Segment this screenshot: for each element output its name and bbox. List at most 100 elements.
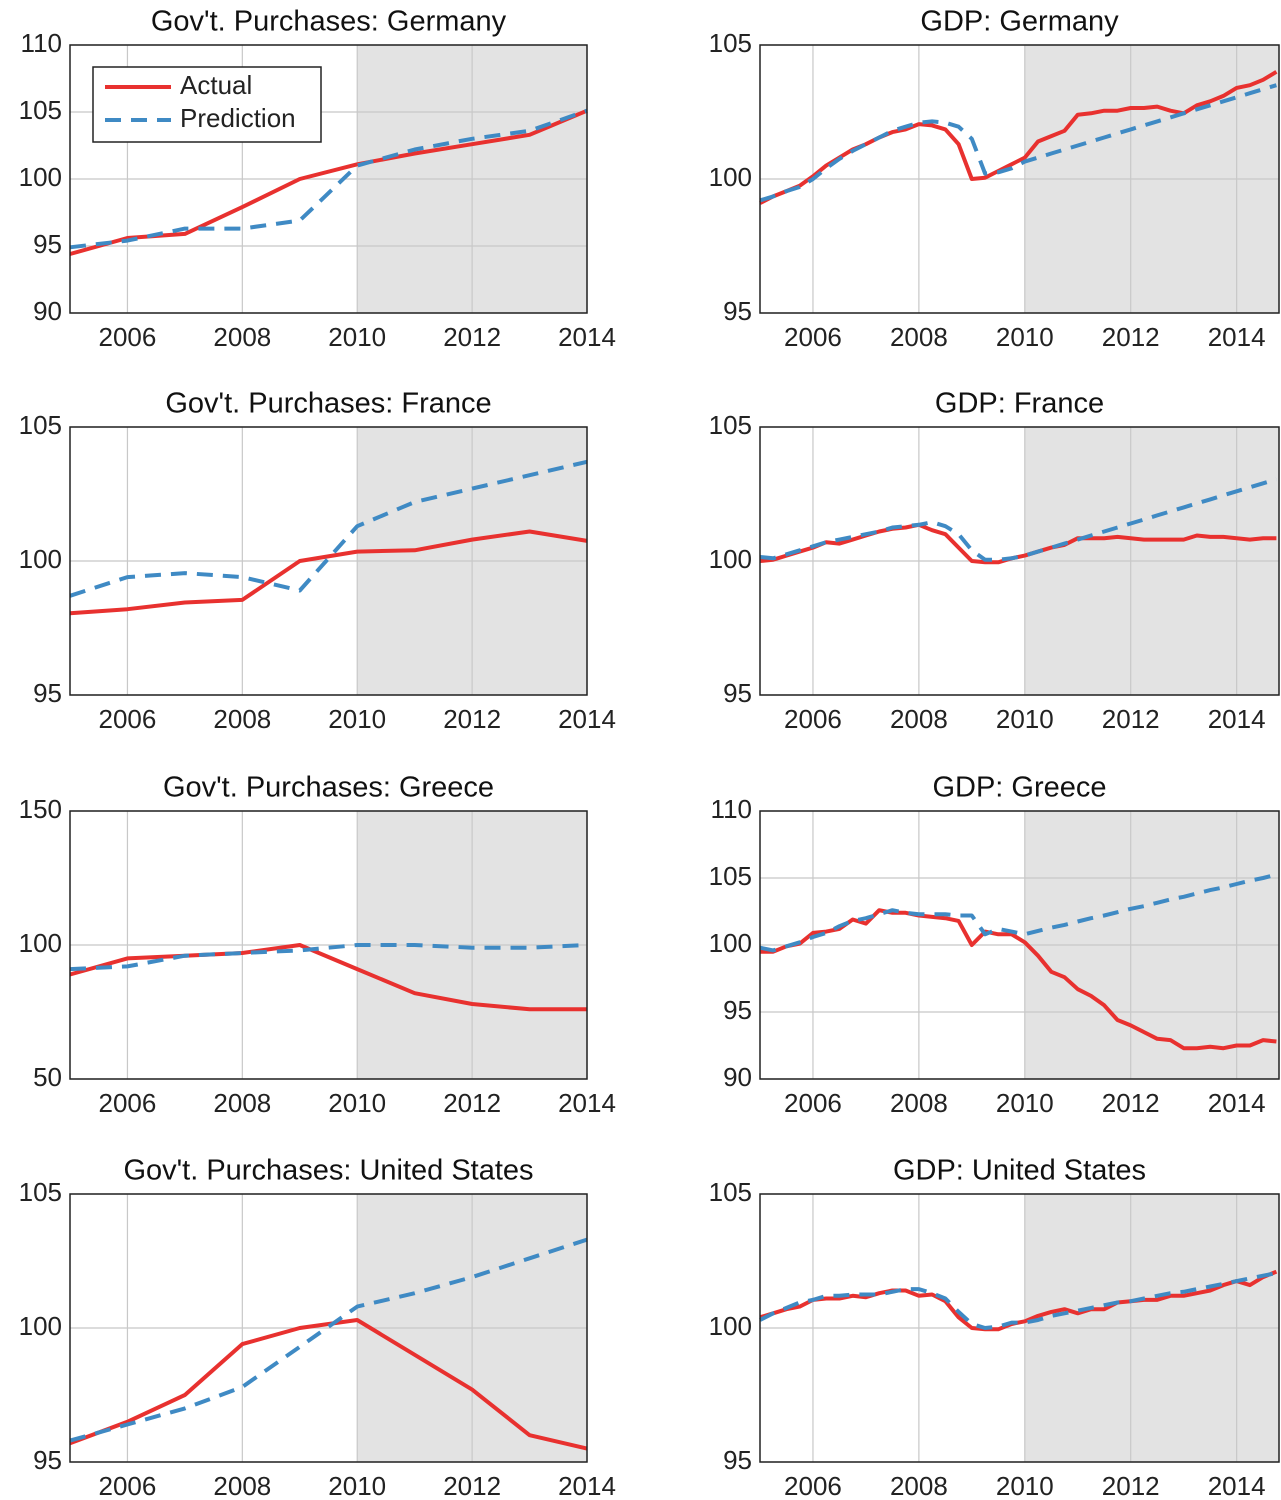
x-tick-label: 2010 <box>328 1471 386 1500</box>
y-tick-label: 95 <box>723 995 752 1025</box>
plot-frame <box>69 810 588 1080</box>
data-line <box>759 1271 1277 1330</box>
y-tick-label: 110 <box>711 794 752 824</box>
x-tick-label: 2014 <box>558 1471 616 1500</box>
y-tick-label: 100 <box>19 928 62 958</box>
y-tick-label: 95 <box>33 1445 62 1475</box>
plot-frame <box>759 44 1280 314</box>
data-line <box>69 529 588 616</box>
x-tick-label: 2008 <box>213 1471 271 1500</box>
x-tick-label: 2006 <box>784 322 842 352</box>
data-line <box>759 477 1277 562</box>
x-tick-label: 2014 <box>1208 1471 1266 1500</box>
chart-title: GDP: Greece <box>932 772 1106 804</box>
chart-title: Gov't. Purchases: Germany <box>151 6 507 38</box>
legend-label: Actual <box>180 70 252 100</box>
x-tick-label: 2014 <box>1208 1088 1266 1118</box>
x-tick-label: 2010 <box>996 1471 1054 1500</box>
y-tick-label: 100 <box>709 544 752 574</box>
y-tick-label: 105 <box>19 95 62 125</box>
y-tick-label: 105 <box>709 410 752 440</box>
x-tick-label: 2006 <box>99 1471 157 1500</box>
x-tick-label: 2010 <box>996 704 1054 734</box>
x-tick-label: 2012 <box>1102 322 1160 352</box>
y-tick-label: 100 <box>709 162 752 192</box>
x-tick-label: 2006 <box>784 704 842 734</box>
x-tick-label: 2012 <box>1102 704 1160 734</box>
data-line <box>69 1237 588 1443</box>
y-tick-label: 90 <box>723 1062 752 1092</box>
x-tick-label: 2014 <box>558 704 616 734</box>
plot-frame <box>759 1193 1280 1463</box>
y-tick-label: 105 <box>19 410 62 440</box>
y-tick-label: 110 <box>21 28 62 58</box>
x-tick-label: 2006 <box>784 1088 842 1118</box>
x-tick-label: 2008 <box>213 322 271 352</box>
data-line <box>759 70 1278 205</box>
legend-box <box>92 66 322 143</box>
y-tick-label: 100 <box>19 1311 62 1341</box>
chart-title: Gov't. Purchases: United States <box>123 1155 533 1187</box>
x-tick-label: 2006 <box>99 704 157 734</box>
data-line <box>69 943 588 972</box>
chart-title: Gov't. Purchases: Greece <box>163 772 494 804</box>
x-tick-label: 2012 <box>443 1471 501 1500</box>
x-tick-label: 2014 <box>558 1088 616 1118</box>
x-tick-label: 2012 <box>1102 1471 1160 1500</box>
y-tick-label: 100 <box>709 1311 752 1341</box>
data-line <box>69 459 588 598</box>
x-tick-label: 2014 <box>1208 322 1266 352</box>
x-tick-label: 2010 <box>328 322 386 352</box>
plot-frame <box>69 1193 588 1463</box>
plot-frame <box>69 426 588 696</box>
chart-title: GDP: Germany <box>920 6 1119 38</box>
y-tick-label: 50 <box>33 1062 62 1092</box>
y-tick-label: 95 <box>723 1445 752 1475</box>
data-line <box>759 872 1277 953</box>
y-tick-label: 95 <box>723 678 752 708</box>
x-tick-label: 2008 <box>890 704 948 734</box>
x-tick-label: 2010 <box>996 322 1054 352</box>
y-tick-label: 90 <box>33 296 62 326</box>
x-tick-label: 2014 <box>558 322 616 352</box>
x-tick-label: 2006 <box>784 1471 842 1500</box>
chart-title: GDP: France <box>935 388 1104 420</box>
y-tick-label: 95 <box>33 678 62 708</box>
x-tick-label: 2008 <box>213 704 271 734</box>
x-tick-label: 2008 <box>890 1088 948 1118</box>
data-line <box>69 943 587 1012</box>
chart-title: GDP: United States <box>893 1155 1146 1187</box>
y-tick-label: 95 <box>33 229 62 259</box>
x-tick-label: 2012 <box>443 704 501 734</box>
data-line <box>69 108 588 250</box>
y-tick-label: 100 <box>709 928 752 958</box>
plot-frame <box>759 426 1280 696</box>
x-tick-label: 2006 <box>99 1088 157 1118</box>
x-tick-label: 2006 <box>99 322 157 352</box>
x-tick-label: 2010 <box>996 1088 1054 1118</box>
plot-frame <box>759 810 1280 1080</box>
y-tick-label: 105 <box>19 1177 62 1207</box>
x-tick-label: 2008 <box>890 322 948 352</box>
x-tick-label: 2008 <box>890 1471 948 1500</box>
x-tick-label: 2008 <box>213 1088 271 1118</box>
y-tick-label: 105 <box>709 28 752 58</box>
x-tick-label: 2010 <box>328 1088 386 1118</box>
y-tick-label: 95 <box>723 296 752 326</box>
x-tick-label: 2012 <box>1102 1088 1160 1118</box>
x-tick-label: 2012 <box>443 322 501 352</box>
chart-title: Gov't. Purchases: France <box>165 388 491 420</box>
y-tick-label: 105 <box>709 1177 752 1207</box>
y-tick-label: 105 <box>709 861 752 891</box>
y-tick-label: 100 <box>19 544 62 574</box>
legend-label: Prediction <box>180 103 296 133</box>
y-tick-label: 150 <box>19 794 62 824</box>
data-line <box>69 1318 588 1451</box>
x-tick-label: 2010 <box>328 704 386 734</box>
data-line <box>759 522 1277 565</box>
x-tick-label: 2014 <box>1208 704 1266 734</box>
x-tick-label: 2012 <box>443 1088 501 1118</box>
plot-frame <box>69 44 588 314</box>
